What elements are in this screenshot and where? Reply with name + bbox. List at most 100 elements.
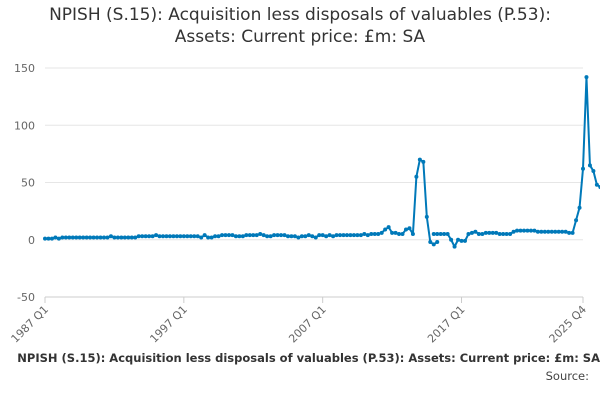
data-point xyxy=(240,234,245,239)
data-point xyxy=(206,235,211,240)
data-point xyxy=(143,234,148,239)
data-point xyxy=(511,229,516,234)
data-point xyxy=(362,232,367,237)
data-point xyxy=(112,235,117,240)
data-point xyxy=(296,235,301,240)
data-points xyxy=(43,75,600,249)
data-point xyxy=(216,234,221,239)
data-point xyxy=(43,236,47,241)
data-point xyxy=(553,229,558,234)
data-point xyxy=(226,233,231,238)
data-series xyxy=(45,76,600,248)
data-point xyxy=(442,232,447,237)
data-point xyxy=(587,163,592,168)
data-point xyxy=(383,227,388,232)
data-point xyxy=(171,234,176,239)
data-point xyxy=(459,238,464,243)
data-point xyxy=(483,230,488,235)
data-point xyxy=(535,229,540,234)
x-axis-ticks xyxy=(44,296,584,303)
chart-title-line-1: NPISH (S.15): Acquisition less disposals… xyxy=(49,5,551,25)
data-point xyxy=(403,227,408,232)
data-point xyxy=(331,234,336,239)
data-point xyxy=(126,235,131,240)
data-point xyxy=(199,235,204,240)
data-point xyxy=(397,232,402,237)
data-point xyxy=(275,233,280,238)
data-point xyxy=(358,233,363,238)
y-tick-label: 0 xyxy=(28,234,35,247)
data-point xyxy=(74,235,79,240)
data-point xyxy=(327,233,332,238)
x-tick-label: 1987 Q1 xyxy=(9,303,52,345)
data-point xyxy=(67,235,72,240)
data-point xyxy=(338,233,343,238)
data-point xyxy=(147,234,152,239)
data-point xyxy=(108,234,113,239)
x-tick-label: 2025 Q4 xyxy=(547,303,590,345)
data-point xyxy=(230,233,235,238)
data-point xyxy=(202,233,207,238)
data-point xyxy=(341,233,346,238)
data-point xyxy=(174,234,179,239)
data-point xyxy=(56,236,61,241)
data-point xyxy=(563,229,568,234)
data-point xyxy=(584,75,589,80)
data-point xyxy=(164,234,169,239)
data-point xyxy=(581,166,585,171)
data-point xyxy=(351,233,356,238)
data-point xyxy=(456,237,461,242)
data-point xyxy=(539,229,544,234)
data-point xyxy=(105,235,110,240)
data-point xyxy=(237,234,242,239)
data-point xyxy=(81,235,86,240)
data-point xyxy=(268,234,273,239)
y-tick-label: 100 xyxy=(14,119,35,132)
x-tick-label: 2017 Q1 xyxy=(425,303,468,345)
data-point xyxy=(265,234,270,239)
data-point xyxy=(53,235,58,240)
data-point xyxy=(435,232,440,237)
data-point xyxy=(157,234,162,239)
data-point xyxy=(188,234,193,239)
data-point xyxy=(320,233,325,238)
data-point xyxy=(348,233,353,238)
data-point xyxy=(400,232,405,237)
data-point xyxy=(417,157,422,162)
data-point xyxy=(299,234,304,239)
data-point xyxy=(480,232,485,237)
data-point xyxy=(77,235,82,240)
data-point xyxy=(414,174,419,179)
data-point xyxy=(508,232,513,237)
data-point xyxy=(129,235,134,240)
data-point xyxy=(435,240,440,245)
data-point xyxy=(119,235,124,240)
data-point xyxy=(258,232,263,237)
data-point xyxy=(247,233,252,238)
data-point xyxy=(95,235,100,240)
data-point xyxy=(546,229,551,234)
data-point xyxy=(594,182,599,187)
data-point xyxy=(532,228,537,233)
data-point xyxy=(528,228,533,233)
data-point xyxy=(289,234,294,239)
data-point xyxy=(195,234,200,239)
data-point xyxy=(431,242,436,247)
x-tick-label: 1997 Q1 xyxy=(147,303,190,345)
data-point xyxy=(122,235,127,240)
data-point xyxy=(251,233,256,238)
data-point xyxy=(577,205,582,210)
data-point xyxy=(476,232,481,237)
y-tick-label: -50 xyxy=(17,291,35,304)
data-point xyxy=(521,228,526,233)
data-point xyxy=(567,230,572,235)
data-point xyxy=(515,228,520,233)
data-point xyxy=(410,232,415,237)
data-point xyxy=(390,230,395,235)
chart-title-line-2: Assets: Current price: £m: SA xyxy=(174,27,426,47)
data-point xyxy=(254,233,259,238)
data-point xyxy=(431,232,436,237)
data-point xyxy=(91,235,96,240)
data-point xyxy=(501,232,506,237)
data-point xyxy=(181,234,186,239)
